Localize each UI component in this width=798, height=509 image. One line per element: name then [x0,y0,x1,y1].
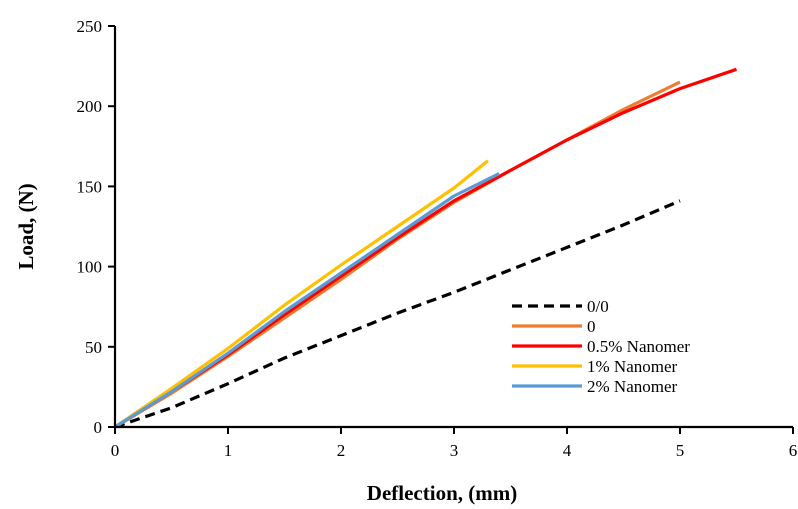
x-tick-label-0: 0 [111,441,120,460]
y-axis-title: Load, (N) [14,183,38,269]
y-tick-label-2: 100 [77,258,103,277]
legend-label-1: 0 [587,317,596,336]
x-tick-label-5: 5 [676,441,685,460]
y-tick-label-3: 150 [77,177,103,196]
x-tick-label-4: 4 [563,441,572,460]
series-line-0 [114,199,681,429]
series-line-4 [114,172,500,429]
x-tick-label-1: 1 [224,441,233,460]
legend-label-3: 1% Nanomer [587,357,678,376]
y-tick-label-4: 200 [77,97,103,116]
series-group [114,67,738,429]
y-tick-label-0: 0 [94,418,103,437]
x-tick-label-3: 3 [450,441,459,460]
x-tick-label-6: 6 [789,441,798,460]
series-line-3 [114,159,489,429]
y-tick-label-1: 50 [85,338,102,357]
axes: 0 1 2 3 4 5 6 0 50 100 150 200 250 [77,17,798,460]
legend-label-2: 0.5% Nanomer [587,337,690,356]
legend-label-0: 0/0 [587,297,609,316]
legend-label-4: 2% Nanomer [587,377,678,396]
x-axis-title: Deflection, (mm) [367,481,517,505]
y-tick-label-5: 250 [77,17,103,36]
x-tick-label-2: 2 [337,441,346,460]
